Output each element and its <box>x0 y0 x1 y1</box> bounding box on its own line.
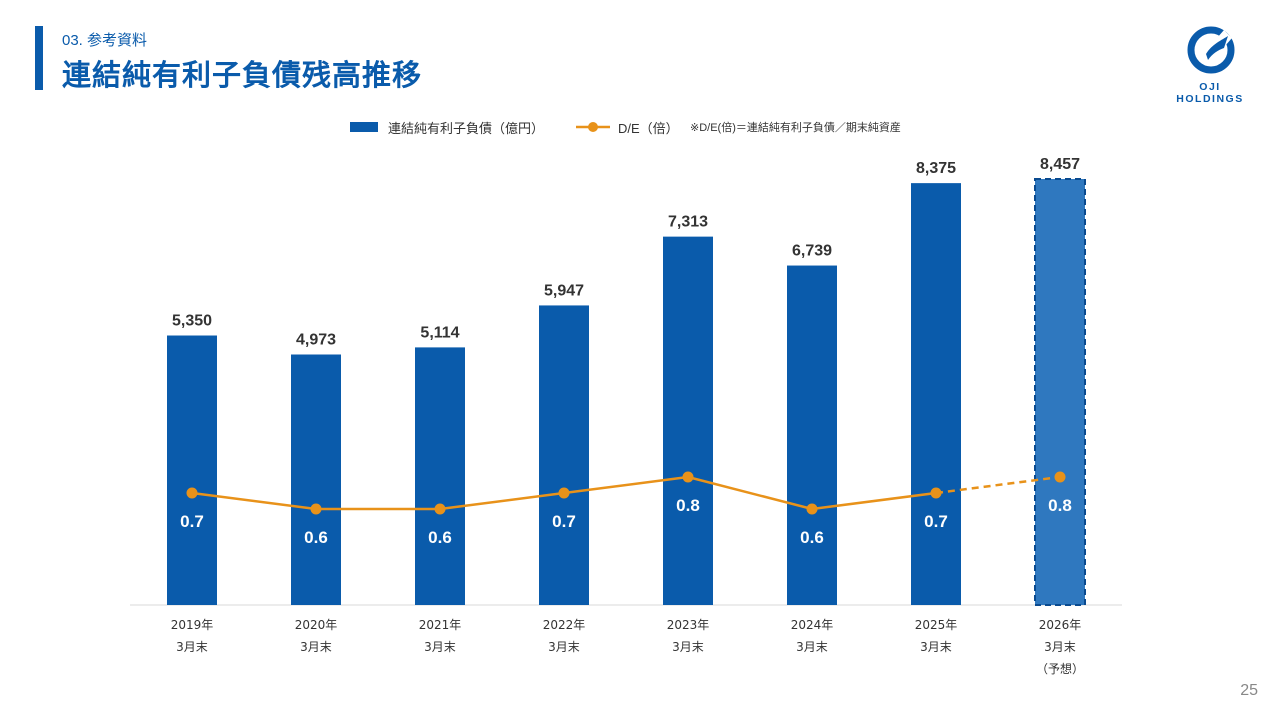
de-point <box>930 487 942 499</box>
x-tick-label: 3月末 <box>424 640 456 654</box>
bar <box>787 265 837 605</box>
bar <box>663 236 713 606</box>
bar-value-label: 8,457 <box>1040 156 1080 173</box>
x-tick-label: 2026年 <box>1039 618 1082 632</box>
de-point <box>806 503 818 515</box>
x-tick-label: 2022年 <box>543 618 586 632</box>
de-line-segment <box>811 491 937 511</box>
de-line-segment <box>563 475 689 495</box>
x-tick-label: 3月末 <box>176 640 208 654</box>
de-value-label: 0.7 <box>180 512 204 531</box>
legend-swatch-line <box>576 122 610 132</box>
bar-value-label: 8,375 <box>916 160 956 177</box>
bar-value-label: 5,350 <box>172 313 212 330</box>
de-point <box>558 487 570 499</box>
de-line-segment-forecast <box>935 475 1061 495</box>
bar <box>415 347 465 605</box>
de-point <box>1054 471 1066 483</box>
bar-value-label: 4,973 <box>296 331 336 348</box>
x-tick-label: 3月末 <box>796 640 828 654</box>
de-point <box>186 487 198 499</box>
de-value-label: 0.7 <box>552 512 576 531</box>
x-tick-label: 2025年 <box>915 618 958 632</box>
title-accent-bar <box>35 26 43 90</box>
de-value-label: 0.6 <box>304 528 328 547</box>
x-tick-label: 3月末 <box>1044 640 1076 654</box>
bar <box>167 335 217 605</box>
de-point <box>434 503 446 515</box>
x-tick-label: 2019年 <box>171 618 214 632</box>
bar <box>291 354 341 605</box>
x-tick-label: 2024年 <box>791 618 834 632</box>
de-line-segment <box>687 475 813 511</box>
de-value-label: 0.7 <box>924 512 948 531</box>
de-line-segment <box>191 491 317 511</box>
x-tick-label: 3月末 <box>300 640 332 654</box>
x-tick-label: 3月末 <box>920 640 952 654</box>
de-point <box>682 471 694 483</box>
page-number: 25 <box>1240 682 1258 699</box>
section-label: 03. 参考資料 <box>62 32 148 49</box>
de-value-label: 0.8 <box>676 496 700 515</box>
de-value-label: 0.8 <box>1048 496 1072 515</box>
bar <box>911 183 961 605</box>
x-tick-label: 2021年 <box>419 618 462 632</box>
de-point <box>310 503 322 515</box>
x-tick-label: 2020年 <box>295 618 338 632</box>
bar-forecast <box>1034 178 1086 606</box>
legend-note: ※D/E(倍)＝連結純有利子負債／期末純資産 <box>690 122 901 134</box>
de-line-segment <box>439 491 565 511</box>
x-tick-label: （予想） <box>1036 661 1084 676</box>
x-tick-label: 3月末 <box>672 640 704 654</box>
bar-value-label: 6,739 <box>792 243 832 260</box>
oji-logo-icon <box>1187 26 1235 74</box>
x-tick-label: 2023年 <box>667 618 710 632</box>
bar-value-label: 5,947 <box>544 282 584 299</box>
bar-value-label: 7,313 <box>668 214 708 231</box>
legend-swatch-bar <box>350 122 378 132</box>
legend-label-bar: 連結純有利子負債（億円） <box>388 121 545 136</box>
de-value-label: 0.6 <box>428 528 452 547</box>
legend-label-line: D/E（倍） <box>618 121 679 136</box>
page-title: 連結純有利子負債残高推移 <box>62 60 423 92</box>
logo-text: OJI HOLDINGS <box>1176 81 1244 105</box>
x-tick-label: 3月末 <box>548 640 580 654</box>
bar <box>539 305 589 605</box>
de-value-label: 0.6 <box>800 528 824 547</box>
bar-value-label: 5,114 <box>420 324 459 341</box>
